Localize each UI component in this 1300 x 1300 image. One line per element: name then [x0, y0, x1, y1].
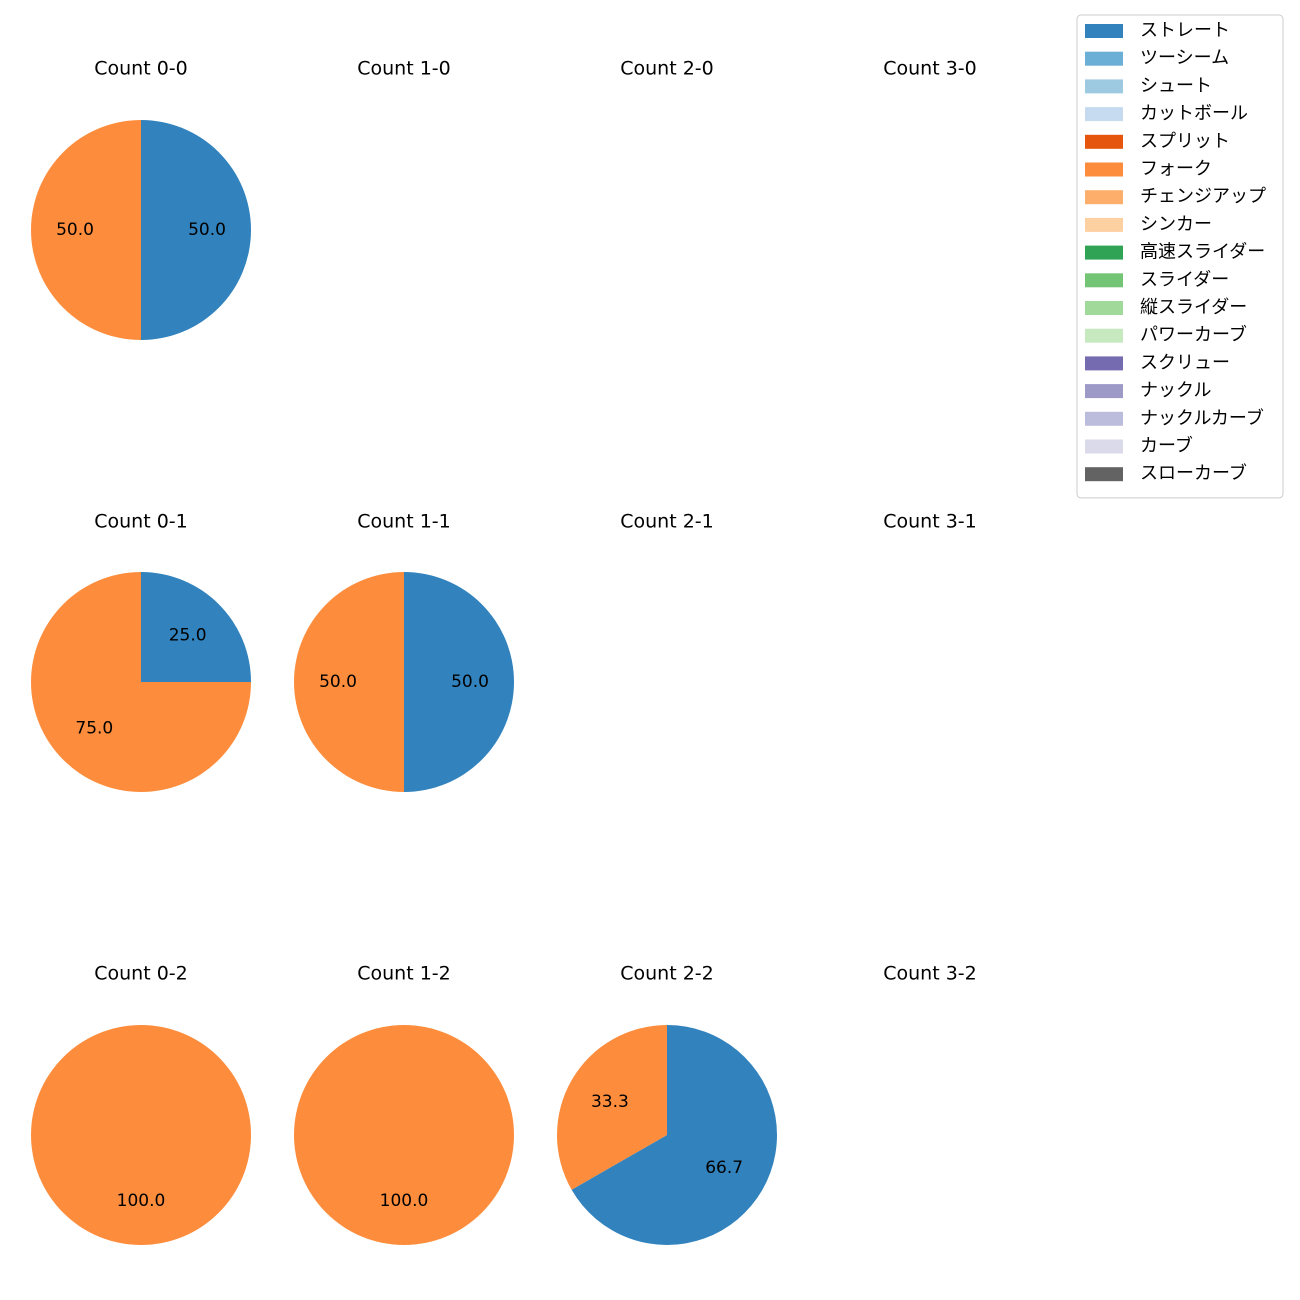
subplot-title: Count 3-0	[883, 58, 977, 80]
legend: ストレートツーシームシュートカットボールスプリットフォークチェンジアップシンカー…	[1076, 14, 1284, 499]
legend-swatch	[1085, 245, 1123, 260]
subplot-title: Count 3-2	[883, 963, 977, 985]
pie-count-3-1: Count 3-1	[883, 511, 977, 533]
legend-label: ツーシーム	[1140, 48, 1229, 69]
legend-item: カーブ	[1085, 435, 1193, 457]
pie-count-3-2: Count 3-2	[883, 963, 977, 985]
pie-slice-slice-1	[556, 1025, 667, 1190]
legend-item: チェンジアップ	[1085, 186, 1266, 207]
subplot-title: Count 3-1	[883, 511, 977, 533]
legend-item: パワーカーブ	[1085, 324, 1247, 346]
pie-count-2-2: Count 2-2 66.7 33.3	[556, 963, 777, 1245]
legend-swatch	[1085, 162, 1123, 177]
legend-frame	[1076, 14, 1284, 499]
legend-swatch	[1085, 328, 1123, 343]
legend-swatch	[1085, 439, 1123, 454]
subplot-title: Count 0-2	[94, 963, 188, 985]
legend-label: シュート	[1140, 75, 1212, 96]
subplot-title: Count 2-0	[620, 58, 714, 80]
legend-label: チェンジアップ	[1140, 186, 1266, 207]
pie-slice-label: 50.0	[319, 672, 357, 692]
legend-item: スプリット	[1085, 131, 1230, 152]
legend-item: 高速スライダー	[1085, 242, 1265, 263]
pie-count-1-0: Count 1-0	[357, 58, 451, 80]
legend-label: スライダー	[1140, 269, 1229, 290]
pie-count-1-2: Count 1-2 100.0	[294, 963, 514, 1245]
pie-slice-label: 33.3	[591, 1092, 629, 1112]
legend-item: シンカー	[1085, 214, 1212, 235]
legend-swatch	[1085, 411, 1123, 426]
pie-slice-label: 66.7	[705, 1158, 743, 1178]
pie-count-3-0: Count 3-0	[883, 58, 977, 80]
legend-swatch	[1085, 79, 1123, 94]
legend-label: 縦スライダー	[1140, 297, 1247, 318]
legend-item: 縦スライダー	[1085, 297, 1247, 318]
legend-swatch	[1085, 356, 1123, 371]
legend-swatch	[1085, 384, 1123, 399]
pie-count-2-0: Count 2-0	[620, 58, 714, 80]
legend-item: フォーク	[1085, 159, 1212, 180]
legend-label: フォーク	[1140, 159, 1212, 180]
legend-item: スローカーブ	[1085, 462, 1247, 484]
pie-slice-slice-0	[571, 1025, 777, 1245]
legend-label: ナックルカーブ	[1140, 407, 1264, 429]
legend-label: スローカーブ	[1140, 462, 1247, 484]
legend-swatch	[1085, 51, 1123, 66]
legend-label: パワーカーブ	[1140, 324, 1247, 346]
subplots: Count 0-0 50.0 50.0 Count 1-0 Count 2-0 Count…	[31, 58, 977, 1245]
legend-label: スプリット	[1140, 131, 1230, 152]
pie-slice-label: 50.0	[451, 672, 489, 692]
pie-slice-label: 100.0	[380, 1191, 429, 1211]
legend-label: ナックル	[1140, 380, 1211, 401]
pie-count-2-1: Count 2-1	[620, 511, 714, 533]
legend-label: シンカー	[1140, 214, 1212, 235]
legend-item: ストレート	[1085, 20, 1230, 41]
pie-slice-label: 50.0	[188, 220, 226, 240]
pie-count-0-2: Count 0-2 100.0	[31, 963, 251, 1245]
pie-slice-slice-0	[294, 1025, 514, 1245]
pie-slice-slice-0	[404, 572, 514, 792]
subplot-title: Count 1-2	[357, 963, 451, 985]
legend-item: スクリュー	[1085, 352, 1230, 373]
subplot-title: Count 2-1	[620, 511, 714, 533]
pie-slice-slice-1	[31, 572, 251, 792]
pie-slice-label: 50.0	[56, 220, 94, 240]
pie-slice-label: 100.0	[117, 1191, 166, 1211]
legend-label: カーブ	[1140, 435, 1193, 457]
legend-label: ストレート	[1140, 20, 1230, 41]
legend-label: カットボール	[1140, 103, 1248, 124]
pie-slice-label: 25.0	[169, 625, 207, 645]
legend-item: ナックル	[1085, 380, 1211, 401]
subplot-title: Count 1-1	[357, 511, 451, 533]
subplot-title: Count 1-0	[357, 58, 451, 80]
legend-item: スライダー	[1085, 269, 1229, 290]
legend-label: 高速スライダー	[1140, 242, 1265, 263]
legend-label: スクリュー	[1140, 352, 1230, 373]
subplot-title: Count 0-0	[94, 58, 188, 80]
pie-count-1-1: Count 1-1 50.0 50.0	[294, 511, 514, 792]
legend-swatch	[1085, 217, 1123, 232]
pie-slice-slice-0	[141, 120, 251, 340]
legend-item: シュート	[1085, 75, 1212, 96]
subplot-title: Count 0-1	[94, 511, 188, 533]
pie-count-0-0: Count 0-0 50.0 50.0	[31, 58, 251, 340]
legend-swatch	[1085, 467, 1123, 482]
legend-item: ナックルカーブ	[1085, 407, 1264, 429]
legend-item: ツーシーム	[1085, 48, 1229, 69]
legend-swatch	[1085, 134, 1123, 149]
legend-swatch	[1085, 24, 1123, 38]
pie-slice-slice-1	[294, 572, 404, 792]
pie-count-0-1: Count 0-1 25.0 75.0	[31, 511, 251, 792]
pie-slice-slice-0	[31, 1025, 251, 1245]
pie-slice-slice-0	[141, 572, 251, 682]
legend-item: カットボール	[1085, 103, 1248, 124]
pie-slice-slice-1	[31, 120, 141, 340]
subplot-title: Count 2-2	[620, 963, 714, 985]
pie-slice-label: 75.0	[75, 719, 113, 739]
legend-swatch	[1085, 190, 1123, 205]
legend-swatch	[1085, 273, 1123, 288]
legend-swatch	[1085, 301, 1123, 315]
legend-swatch	[1085, 107, 1123, 122]
